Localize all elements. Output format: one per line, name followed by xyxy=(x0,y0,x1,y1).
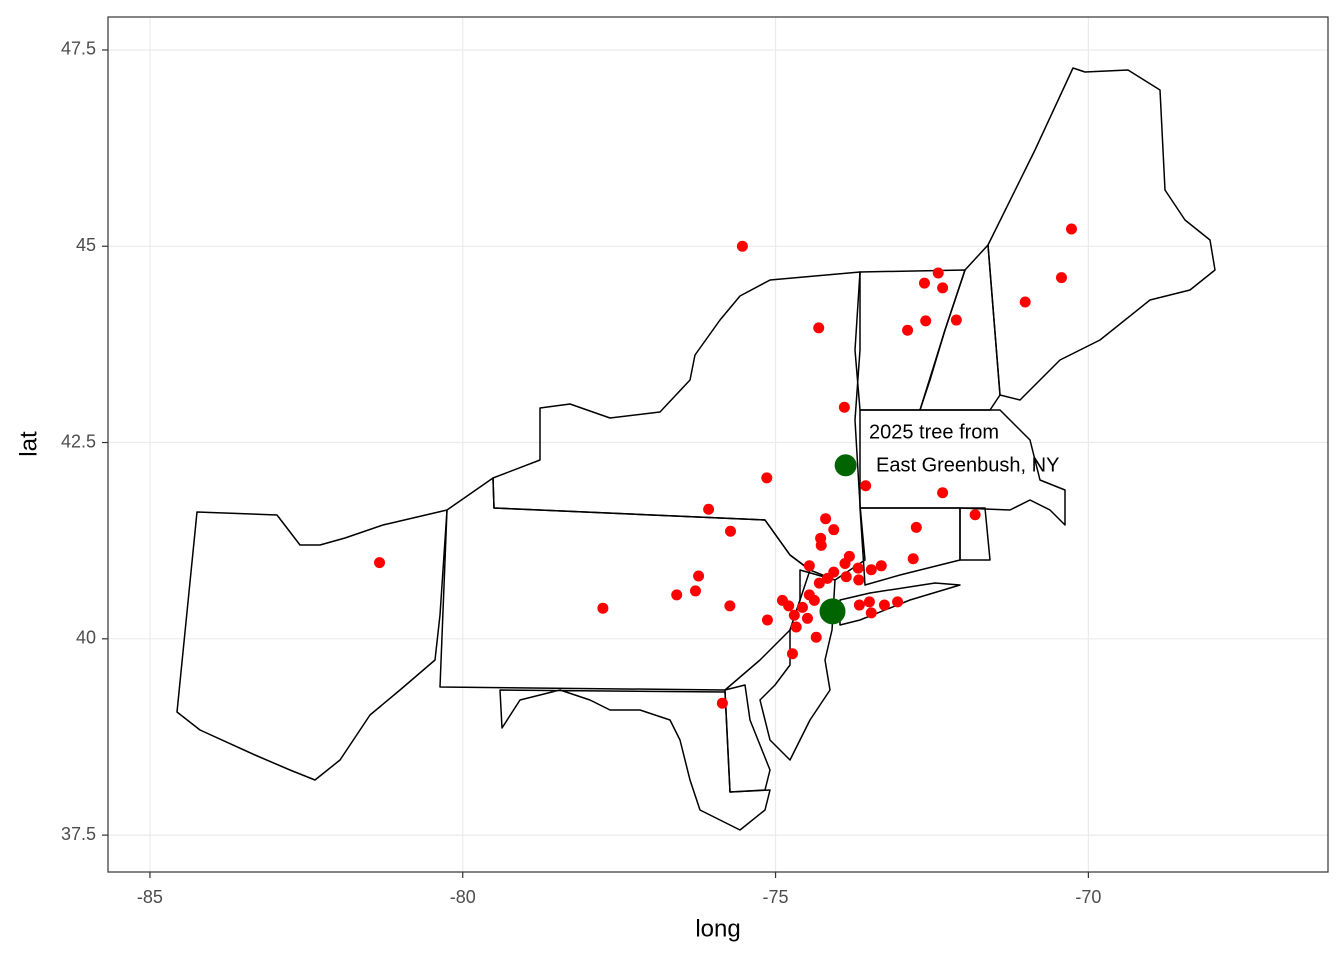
new-york xyxy=(492,271,866,581)
point xyxy=(724,600,736,612)
point xyxy=(725,525,737,537)
point xyxy=(801,612,813,624)
point xyxy=(597,602,609,614)
point xyxy=(910,521,922,533)
point xyxy=(937,487,949,499)
point xyxy=(671,589,683,601)
point xyxy=(875,560,887,572)
y-tick-label: 42.5 xyxy=(61,431,96,451)
point xyxy=(693,570,705,582)
panel-border xyxy=(107,16,1329,873)
point xyxy=(840,571,852,583)
point xyxy=(703,503,715,515)
point xyxy=(820,513,832,525)
new-jersey xyxy=(759,569,836,761)
point xyxy=(819,598,846,625)
point xyxy=(813,577,825,589)
delaware xyxy=(724,684,771,793)
x-tick-label: -70 xyxy=(1075,887,1101,907)
point xyxy=(852,562,864,574)
y-axis-title: lat xyxy=(15,431,42,457)
rhode-island xyxy=(959,507,991,561)
point xyxy=(1055,272,1067,284)
point xyxy=(865,607,877,619)
long-island xyxy=(839,582,961,626)
point xyxy=(828,524,840,536)
point xyxy=(878,599,890,611)
y-tick-label: 40 xyxy=(76,628,96,648)
point xyxy=(839,557,851,569)
point xyxy=(736,240,748,252)
point xyxy=(1065,223,1077,235)
pennsylvania xyxy=(439,477,811,691)
ohio xyxy=(176,509,448,781)
point xyxy=(863,596,875,608)
x-axis-title: long xyxy=(695,915,740,942)
point xyxy=(815,539,827,551)
x-tick-label: -85 xyxy=(137,887,163,907)
vermont xyxy=(854,269,966,411)
points xyxy=(374,223,1077,709)
point xyxy=(374,557,386,569)
maine xyxy=(987,67,1216,401)
point xyxy=(902,324,914,336)
point xyxy=(761,614,773,626)
point xyxy=(892,596,904,608)
point xyxy=(689,585,701,597)
point xyxy=(932,267,944,279)
point xyxy=(838,401,850,413)
point xyxy=(803,589,815,601)
point xyxy=(920,315,932,327)
state-outlines xyxy=(176,67,1216,831)
point xyxy=(918,277,930,289)
annotation-line: 2025 tree from xyxy=(869,421,999,443)
point xyxy=(950,314,962,326)
grid xyxy=(108,17,1328,872)
point xyxy=(865,564,877,576)
point xyxy=(803,560,815,572)
y-tick-label: 37.5 xyxy=(61,824,96,844)
point xyxy=(907,553,919,565)
x-tick-label: -80 xyxy=(450,887,476,907)
maryland xyxy=(499,689,771,831)
point xyxy=(810,631,822,643)
point xyxy=(813,322,825,334)
point xyxy=(853,574,865,586)
y-tick-label: 47.5 xyxy=(61,39,96,59)
point xyxy=(834,454,857,477)
point xyxy=(1019,296,1031,308)
point xyxy=(796,601,808,613)
point xyxy=(937,282,949,294)
x-tick-label: -75 xyxy=(763,887,789,907)
point xyxy=(716,697,728,709)
point xyxy=(860,480,872,492)
point xyxy=(788,609,800,621)
point xyxy=(761,472,773,484)
point xyxy=(853,599,865,611)
connecticut xyxy=(859,507,961,586)
point xyxy=(786,648,798,660)
point xyxy=(790,621,802,633)
annotation-line: East Greenbush, NY xyxy=(876,454,1059,476)
y-tick-label: 45 xyxy=(76,235,96,255)
point xyxy=(969,509,981,521)
point xyxy=(783,600,795,612)
point xyxy=(821,572,833,584)
